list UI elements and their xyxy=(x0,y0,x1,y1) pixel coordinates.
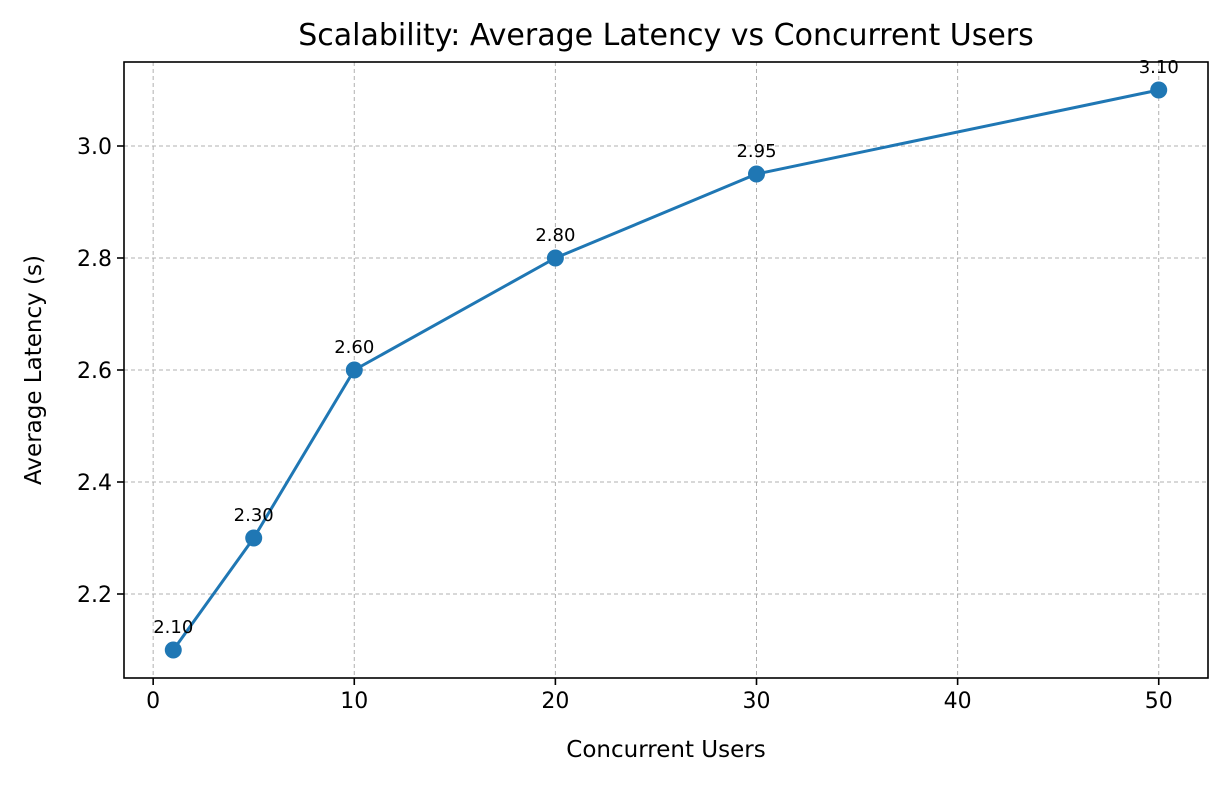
x-axis-label: Concurrent Users xyxy=(566,737,765,763)
x-tick-label: 10 xyxy=(340,689,368,714)
data-point xyxy=(245,529,263,547)
chart-title: Scalability: Average Latency vs Concurre… xyxy=(298,18,1034,53)
x-tick-label: 30 xyxy=(743,689,771,714)
y-tick-label: 2.4 xyxy=(77,471,112,496)
data-label: 2.10 xyxy=(153,617,193,638)
axis-ticks: 0 10 20 30 40 50 2.2 2.4 2.6 2.8 3.0 xyxy=(77,135,1173,714)
x-tick-label: 40 xyxy=(944,689,972,714)
y-tick-label: 2.2 xyxy=(77,583,112,608)
grid-lines xyxy=(124,62,1208,678)
y-tick-label: 2.6 xyxy=(77,359,112,384)
data-label: 2.80 xyxy=(535,225,575,246)
series-line xyxy=(172,88,1160,651)
y-axis-label: Average Latency (s) xyxy=(21,255,47,485)
data-label: 3.10 xyxy=(1139,57,1179,78)
data-point xyxy=(164,641,182,659)
x-tick-label: 0 xyxy=(146,689,160,714)
data-point xyxy=(748,165,766,183)
x-tick-label: 50 xyxy=(1145,689,1173,714)
data-series: 2.10 2.30 2.60 2.80 2.95 3.10 xyxy=(153,57,1179,659)
data-label: 2.60 xyxy=(334,337,374,358)
y-tick-label: 3.0 xyxy=(77,135,112,160)
data-point xyxy=(546,249,564,267)
data-label: 2.95 xyxy=(736,141,776,162)
y-tick-label: 2.8 xyxy=(77,247,112,272)
data-label: 2.30 xyxy=(234,505,274,526)
data-point xyxy=(345,361,363,379)
x-tick-label: 20 xyxy=(541,689,569,714)
data-point xyxy=(1150,81,1168,99)
